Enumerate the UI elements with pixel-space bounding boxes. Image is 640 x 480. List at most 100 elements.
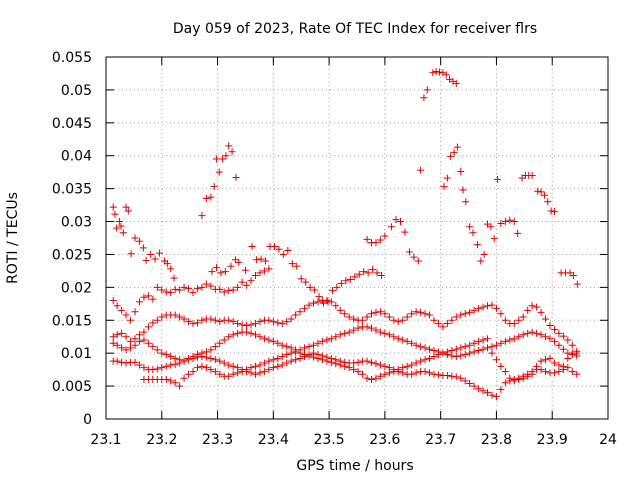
data-point	[345, 313, 353, 321]
data-point	[537, 188, 545, 196]
data-point	[412, 341, 420, 349]
data-point	[477, 257, 485, 265]
data-point	[180, 315, 188, 323]
data-point	[323, 357, 331, 365]
data-point	[466, 341, 474, 349]
data-point	[515, 316, 523, 324]
data-point	[368, 376, 376, 384]
data-point	[542, 315, 550, 323]
data-point	[301, 350, 309, 358]
data-point	[216, 370, 224, 378]
x-tick-label: 23.7	[425, 432, 456, 448]
data-point	[153, 316, 161, 324]
data-point	[368, 324, 376, 332]
data-point	[484, 389, 492, 397]
data-point	[269, 337, 277, 345]
data-point	[376, 361, 384, 369]
data-point	[278, 361, 286, 369]
data-point	[113, 331, 121, 339]
data-point	[405, 248, 413, 256]
data-point	[410, 253, 418, 261]
data-point	[251, 320, 259, 328]
data-point	[162, 376, 170, 384]
data-point	[497, 220, 505, 228]
data-point	[306, 283, 314, 291]
x-tick-label: 23.9	[537, 432, 568, 448]
data-point	[211, 368, 219, 376]
data-point	[401, 228, 409, 236]
data-point	[241, 266, 249, 274]
data-point	[457, 374, 465, 382]
data-point	[158, 364, 166, 372]
data-point	[461, 350, 469, 358]
data-point	[232, 173, 240, 181]
data-point	[501, 337, 509, 345]
data-point	[479, 336, 487, 344]
data-point	[189, 320, 197, 328]
data-point	[265, 316, 273, 324]
data-point	[430, 316, 438, 324]
data-point	[269, 356, 277, 364]
data-point	[479, 387, 487, 395]
data-point	[537, 331, 545, 339]
data-point	[533, 362, 541, 370]
data-point	[309, 299, 317, 307]
data-point	[497, 310, 505, 318]
data-point	[479, 303, 487, 311]
data-point	[292, 311, 300, 319]
data-point	[342, 277, 350, 285]
data-point	[274, 362, 282, 370]
data-point	[167, 289, 175, 297]
data-point	[364, 269, 372, 277]
data-point	[457, 311, 465, 319]
data-point	[248, 243, 256, 251]
data-point	[283, 343, 291, 351]
data-point	[408, 339, 416, 347]
data-point	[351, 273, 359, 281]
data-point	[234, 369, 242, 377]
data-point	[537, 366, 545, 374]
data-point	[193, 353, 201, 361]
data-point	[131, 234, 139, 242]
data-point	[506, 374, 514, 382]
data-point	[260, 267, 268, 275]
data-point	[488, 391, 496, 399]
data-point	[127, 344, 135, 352]
y-tick-label: 0.055	[52, 50, 92, 66]
data-point	[426, 311, 434, 319]
data-point	[144, 292, 152, 300]
x-tick-label: 23.6	[369, 432, 400, 448]
data-point	[167, 377, 175, 385]
data-point	[305, 352, 313, 360]
y-tick-label: 0.015	[52, 313, 92, 329]
x-tick-label: 23.2	[146, 432, 177, 448]
data-point	[350, 315, 358, 323]
data-point	[131, 308, 139, 316]
data-point	[127, 337, 135, 345]
data-point	[211, 316, 219, 324]
data-point	[167, 352, 175, 360]
data-point	[158, 349, 166, 357]
data-point	[140, 328, 148, 336]
data-point	[430, 370, 438, 378]
data-point	[376, 236, 384, 244]
data-point	[163, 260, 171, 268]
data-point	[399, 316, 407, 324]
data-point	[421, 368, 429, 376]
data-point	[470, 382, 478, 390]
data-point	[442, 71, 450, 79]
data-point	[207, 315, 215, 323]
data-point	[414, 257, 422, 265]
data-point	[470, 339, 478, 347]
x-tick-label: 23.4	[258, 432, 289, 448]
data-point	[287, 357, 295, 365]
data-point	[376, 328, 384, 336]
data-point	[180, 374, 188, 382]
data-point	[555, 341, 563, 349]
data-point	[341, 362, 349, 370]
data-point	[315, 293, 323, 301]
data-point	[494, 175, 502, 183]
data-point	[420, 94, 428, 102]
data-point	[127, 250, 135, 258]
data-point	[234, 283, 242, 291]
